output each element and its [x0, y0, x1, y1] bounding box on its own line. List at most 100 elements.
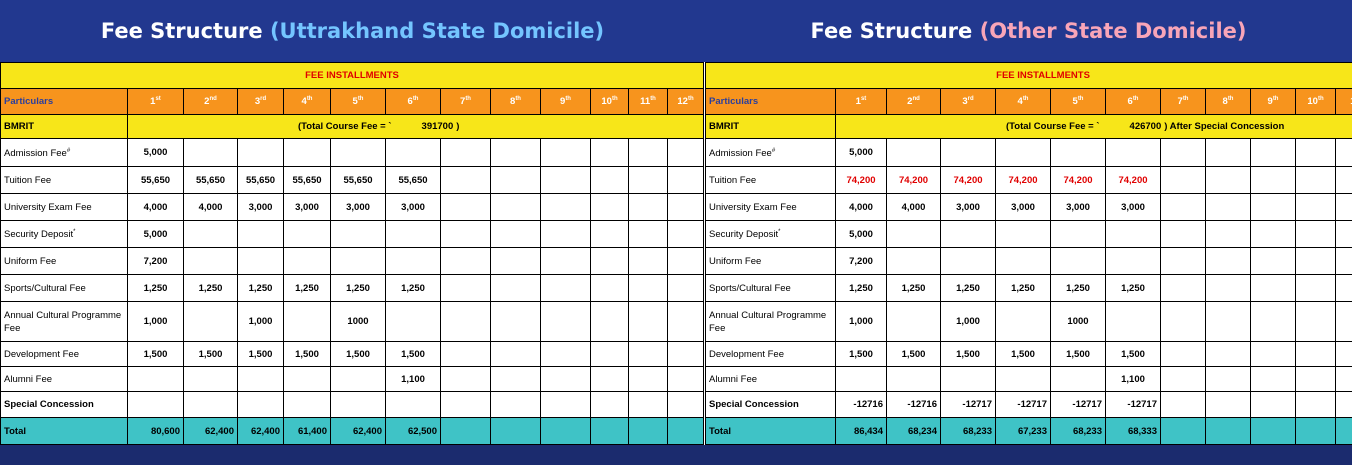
amount-cell [995, 247, 1051, 275]
amount-cell [995, 220, 1051, 248]
amount-cell [1295, 138, 1336, 167]
amount: 68,233 [1072, 425, 1102, 437]
course-fee-suffix: ) After Special Concession [1164, 121, 1285, 132]
particular-cell: Alumni Fee [0, 366, 128, 392]
amount-cell: -12716 [886, 391, 941, 418]
amount-cell [628, 274, 668, 302]
amount-cell: 68,233 [1050, 417, 1106, 445]
amount-cell: 55,650 [183, 166, 238, 194]
amount: 74,200 [846, 174, 876, 186]
amount-cell [628, 341, 668, 367]
amount-cell: -12717 [995, 391, 1051, 418]
installment-number: 10 [1307, 96, 1318, 108]
header-cell: 6th [385, 88, 441, 115]
particular-cell: Alumni Fee [705, 366, 836, 392]
header-cell: 12th [666, 88, 705, 115]
amount-cell: 1,100 [385, 366, 441, 392]
amount: 1,500 [346, 348, 370, 360]
amount-cell: 3,000 [995, 193, 1051, 221]
amount: 68,234 [907, 425, 937, 437]
fee-row: Uniform Fee 7,200 [705, 247, 1352, 275]
amount-cell [440, 274, 491, 302]
amount-cell [590, 274, 629, 302]
amount-cell [237, 391, 284, 418]
particular-cell: University Exam Fee [0, 193, 128, 221]
particular-cell: Security Deposit* [0, 220, 128, 248]
amount-cell [1295, 220, 1336, 248]
banner-row: FEE INSTALLMENTS [705, 62, 1352, 89]
amount-cell [1295, 166, 1336, 194]
amount-cell [330, 366, 386, 392]
amount-cell [886, 301, 941, 342]
amount-cell [440, 366, 491, 392]
amount-cell: 1,000 [237, 301, 284, 342]
header-cell: 8th [1205, 88, 1251, 115]
amount-cell: -12717 [940, 391, 996, 418]
total-row: Total 80,600 62,400 62,400 61,400 62,400 62,50… [0, 417, 705, 445]
particular-cell: Security Deposit* [705, 220, 836, 248]
installment-suffix: th [1272, 95, 1279, 102]
header-cell: Particulars [0, 88, 128, 115]
amount-cell: 1,250 [283, 274, 331, 302]
amount: 62,400 [352, 425, 382, 437]
amount-cell [540, 247, 591, 275]
amount: 3,000 [295, 201, 319, 213]
installment-number: 3 [962, 96, 968, 108]
amount-cell: 74,200 [886, 166, 941, 194]
amount-cell [1160, 301, 1206, 342]
title-sub: (Other State Domicile) [979, 19, 1247, 43]
particular-label: University Exam Fee [709, 201, 797, 213]
amount: 1,100 [1121, 373, 1145, 385]
amount-cell: 1,100 [1105, 366, 1161, 392]
amount-cell: 1,000 [127, 301, 184, 342]
particular-cell: Annual Cultural Programme Fee [705, 301, 836, 342]
amount-cell [440, 138, 491, 167]
header-row: Particulars 1st 2nd 3rd 4th 5th 6th 7th 8th 9th 10… [0, 88, 705, 115]
amount-cell: 1,250 [1105, 274, 1161, 302]
particular-label: Uniform Fee [4, 255, 57, 267]
fee-table: FEE INSTALLMENTS Particulars 1st 2nd 3rd 4th 5… [705, 62, 1352, 445]
amount: 74,200 [1118, 174, 1148, 186]
installment-suffix: th [650, 95, 656, 102]
amount-cell [440, 247, 491, 275]
amount-cell [283, 301, 331, 342]
amount-cell [540, 301, 591, 342]
amount-cell: 1,500 [127, 341, 184, 367]
amount-cell: 1,250 [835, 274, 887, 302]
amount-cell [666, 247, 705, 275]
amount: 1,500 [295, 348, 319, 360]
amount-cell [540, 417, 591, 445]
fee-row: Alumni Fee 1,100 [0, 366, 705, 392]
amount: 5,000 [143, 228, 168, 240]
installment-number: 4 [301, 96, 307, 108]
amount-cell: 3,000 [385, 193, 441, 221]
amount-cell [1205, 220, 1251, 248]
installment-number: 8 [1222, 96, 1228, 108]
header-cell: 10th [590, 88, 629, 115]
amount: 7,200 [143, 255, 168, 267]
amount-cell: 68,234 [886, 417, 941, 445]
amount-cell: 74,200 [995, 166, 1051, 194]
institute-row: BMRIT (Total Course Fee = ` 426700) After … [705, 114, 1352, 139]
amount-cell: 61,400 [283, 417, 331, 445]
amount-cell [183, 220, 238, 248]
particular-cell: Sports/Cultural Fee [705, 274, 836, 302]
amount-cell [1160, 138, 1206, 167]
amount: -12717 [1072, 399, 1102, 410]
amount: 1,250 [1121, 282, 1145, 294]
amount-cell [1205, 274, 1251, 302]
amount-cell: 1,250 [127, 274, 184, 302]
amount-cell [1295, 417, 1336, 445]
amount-cell [1250, 417, 1296, 445]
header-cell: 2nd [183, 88, 238, 115]
particular-label: Tuition Fee [709, 174, 757, 186]
amount: 4,000 [143, 201, 168, 213]
amount: 61,400 [297, 425, 327, 437]
institute-name: BMRIT [709, 121, 740, 132]
installment-suffix: rd [967, 95, 974, 102]
fee-row: Tuition Fee 74,200 74,200 74,200 74,200 74,20… [705, 166, 1352, 194]
amount-cell [237, 220, 284, 248]
amount-cell [330, 391, 386, 418]
installment-number: 6 [1127, 96, 1133, 108]
amount-cell: 55,650 [330, 166, 386, 194]
